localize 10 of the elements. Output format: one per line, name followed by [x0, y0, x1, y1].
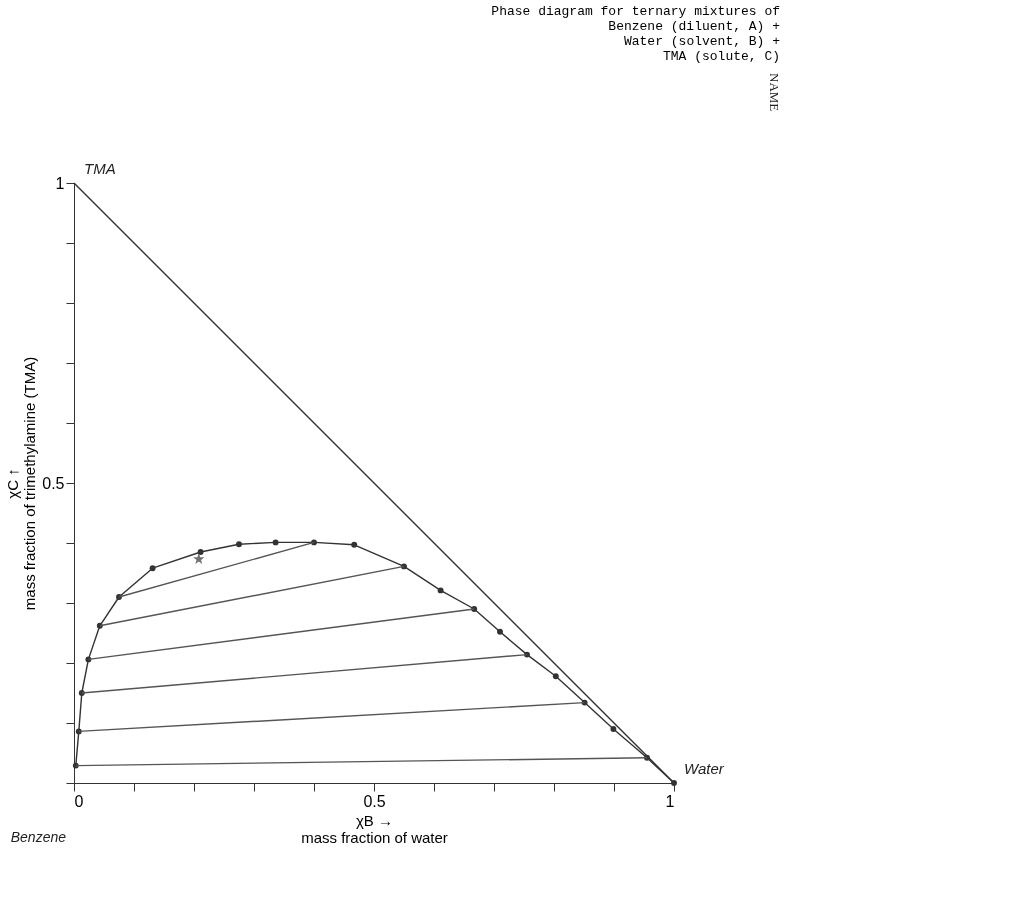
- annotation: Water: [684, 760, 725, 777]
- text: Benzene: [10, 829, 67, 845]
- annotation: TMA: [84, 160, 116, 177]
- x-tick-label: 0.5: [363, 792, 386, 810]
- text: NAME: [767, 73, 782, 112]
- x-tick-label: 0: [74, 792, 84, 810]
- chart-title: Phase diagram for ternary mixtures of Benzene (diluent, A) + Water (solvent, B) + TMA (solute, C): [491, 4, 781, 64]
- x-tick-label: 1: [665, 792, 675, 810]
- x-axis-title: χB → mass fraction of water: [301, 811, 448, 846]
- y-axis-title: χC ↑ mass fraction of trimethylamine (TMA): [4, 356, 39, 611]
